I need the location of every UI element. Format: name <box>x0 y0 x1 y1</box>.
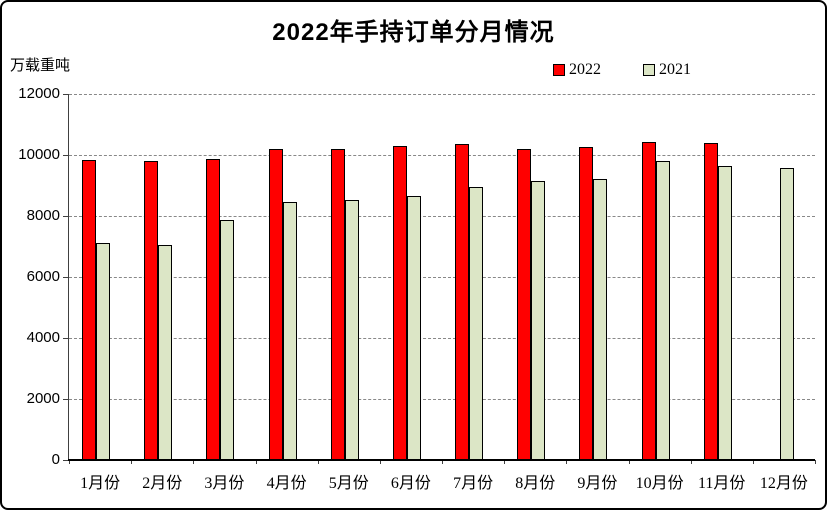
y-axis-unit-label: 万载重吨 <box>10 57 71 74</box>
x-tick-mark <box>504 460 506 464</box>
x-tick-label: 3月份 <box>204 475 245 492</box>
x-tick-label: 8月份 <box>515 475 556 492</box>
bar-2021 <box>469 187 483 460</box>
legend-item-2021: 2021 <box>643 61 691 79</box>
x-tick-mark <box>690 460 692 464</box>
x-tick-label: 12月份 <box>759 475 808 492</box>
y-tick-mark <box>63 338 69 339</box>
y-tick-mark <box>63 460 69 461</box>
bar-2021 <box>282 202 297 460</box>
y-tick-mark <box>63 155 69 156</box>
x-tick-label: 6月份 <box>390 475 431 492</box>
x-tick-label: 7月份 <box>453 475 494 492</box>
legend-label-2021: 2021 <box>659 61 691 78</box>
gridline <box>69 155 815 156</box>
bar-2021 <box>779 167 794 460</box>
y-tick-mark <box>63 277 69 278</box>
legend: 2022 2021 <box>553 61 691 79</box>
gridline <box>69 338 815 339</box>
x-tick-mark <box>379 460 381 464</box>
x-tick-label: 5月份 <box>328 475 369 492</box>
x-tick-mark <box>69 460 70 464</box>
bar-2021 <box>531 180 546 460</box>
gridline <box>69 399 815 400</box>
bar-2021 <box>344 200 359 460</box>
y-tick-mark <box>63 216 69 217</box>
bar-2021 <box>220 220 235 460</box>
x-tick-label: 1月份 <box>80 475 121 492</box>
gridline <box>69 277 815 278</box>
legend-swatch-2021-icon <box>643 64 655 76</box>
y-tick-label: 8000 <box>26 207 60 224</box>
x-tick-mark <box>131 460 133 464</box>
chart-title: 2022年手持订单分月情况 <box>272 19 555 46</box>
x-tick-label: 2月份 <box>142 475 183 492</box>
gridline <box>69 216 815 217</box>
y-tick-mark <box>63 94 69 95</box>
legend-label-2022: 2022 <box>569 61 601 78</box>
y-tick-mark <box>63 399 69 400</box>
x-tick-mark <box>442 460 443 464</box>
bar-2021 <box>717 165 732 460</box>
bar-2021 <box>593 178 608 460</box>
gridline <box>69 94 815 95</box>
y-tick-label: 12000 <box>18 85 60 102</box>
bar-2021 <box>406 195 421 460</box>
x-tick-mark <box>317 460 319 464</box>
x-tick-mark <box>193 460 195 464</box>
y-tick-label: 10000 <box>18 146 60 163</box>
y-tick-label: 2000 <box>26 390 60 407</box>
legend-item-2022: 2022 <box>553 61 601 79</box>
x-tick-mark <box>566 460 568 464</box>
bar-2022 <box>641 141 656 460</box>
bar-2022 <box>455 144 469 460</box>
legend-swatch-2022-icon <box>553 64 565 76</box>
bar-2022 <box>392 146 407 460</box>
bar-2022 <box>268 148 283 460</box>
x-tick-label: 11月份 <box>698 475 746 492</box>
bar-2022 <box>703 143 718 460</box>
bar-2022 <box>82 159 96 460</box>
x-tick-label: 10月份 <box>635 475 684 492</box>
bar-2021 <box>158 244 173 460</box>
bar-2022 <box>330 149 345 460</box>
x-tick-label: 4月份 <box>266 475 307 492</box>
bar-2022 <box>579 147 594 460</box>
bar-2022 <box>206 158 221 460</box>
plot-area <box>63 94 816 464</box>
x-tick-mark <box>255 460 257 464</box>
x-tick-mark <box>752 460 754 464</box>
y-tick-label: 6000 <box>26 268 60 285</box>
y-tick-label: 0 <box>51 451 60 468</box>
y-tick-label: 4000 <box>26 329 60 346</box>
x-tick-mark <box>815 460 816 464</box>
bar-2021 <box>96 243 110 460</box>
x-tick-label: 9月份 <box>577 475 618 492</box>
bar-2022 <box>517 149 532 460</box>
bar-2021 <box>655 161 670 460</box>
bar-2022 <box>144 161 159 460</box>
x-tick-mark <box>628 460 630 464</box>
x-axis-line <box>68 459 815 461</box>
